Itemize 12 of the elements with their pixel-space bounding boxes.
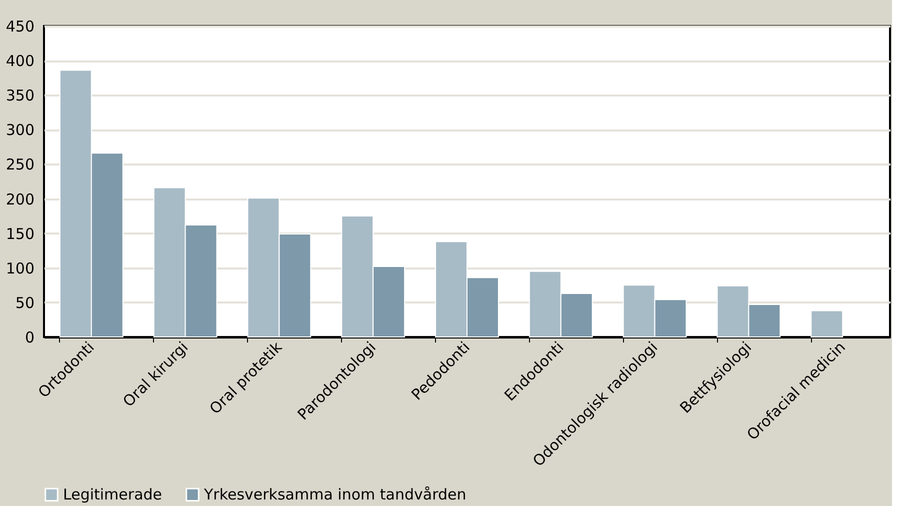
y-tick-label: 300 [6, 121, 34, 140]
y-tick-label: 350 [6, 86, 34, 105]
legend-label: Yrkesverksamma inom tandvården [203, 486, 466, 504]
y-tick-label: 450 [6, 18, 34, 36]
y-tick-label: 100 [6, 259, 34, 278]
y-tick-label: 150 [6, 224, 34, 243]
legend-label: Legitimerade [63, 486, 162, 504]
y-tick-label: 0 [24, 328, 34, 346]
y-tick-label: 400 [6, 52, 34, 70]
y-tick-label: 50 [15, 294, 34, 312]
y-tick-label: 200 [6, 190, 34, 208]
y-tick-label: 250 [6, 156, 34, 174]
